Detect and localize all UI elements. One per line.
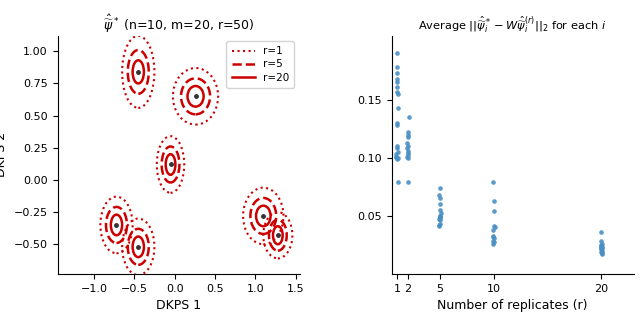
Point [488,241,499,246]
Point [402,140,412,145]
Point [403,134,413,140]
Point [488,224,499,229]
Point [392,146,402,151]
Point [595,247,605,252]
Point [392,80,402,85]
Point [489,235,499,241]
Y-axis label: DKPS 2: DKPS 2 [0,132,8,177]
Point [435,185,445,190]
Point [488,233,499,238]
Point [434,192,444,198]
Point [596,239,606,244]
Point [392,89,402,94]
Point [403,114,413,120]
Point [392,65,403,70]
Point [597,248,607,253]
Point [434,224,444,229]
Point [435,218,445,223]
Point [392,180,403,185]
Point [391,152,401,157]
Point [435,221,445,227]
Point [488,227,498,232]
Point [392,76,402,82]
Legend: r=1, r=5, r=20: r=1, r=5, r=20 [227,41,294,88]
Point [488,180,499,185]
Point [488,198,499,203]
Point [435,213,445,218]
Point [435,215,445,221]
Point [392,84,403,90]
Point [435,201,445,207]
Point [435,215,445,220]
Point [596,230,606,235]
Point [391,154,401,159]
Point [596,241,607,246]
Point [392,123,403,128]
Point [402,146,412,151]
Point [434,217,444,222]
Point [392,51,402,56]
Point [403,151,413,156]
Point [392,155,403,160]
Point [435,222,445,228]
Point [435,207,445,213]
Point [391,154,401,159]
Point [392,105,403,111]
Point [392,143,402,149]
Point [488,240,499,245]
Point [488,239,499,244]
Point [392,91,403,96]
Point [490,225,500,230]
Point [403,130,413,135]
Point [489,209,499,214]
Point [596,246,607,251]
Point [596,242,606,247]
Point [392,120,402,126]
Point [597,250,607,256]
Point [596,244,607,250]
Point [392,70,403,76]
Point [435,196,445,201]
Point [488,234,499,239]
Title: $\hat{\widetilde{\psi}}^*$ (n=10, m=20, r=50): $\hat{\widetilde{\psi}}^*$ (n=10, m=20, … [103,13,254,35]
Point [402,154,412,159]
Point [392,156,403,161]
Point [403,155,413,160]
X-axis label: DKPS 1: DKPS 1 [156,299,201,312]
Point [403,153,413,158]
Point [435,213,445,218]
Point [403,143,413,149]
X-axis label: Number of replicates (r): Number of replicates (r) [437,299,588,312]
Point [596,244,606,249]
Title: Average $||\hat{\widetilde{\psi}}_i^* - W\hat{\widetilde{\psi}}_i^{(r)}||_2$ for: Average $||\hat{\widetilde{\psi}}_i^* - … [419,15,607,35]
Point [392,149,403,155]
Point [436,211,446,216]
Point [596,251,607,257]
Point [403,180,413,185]
Point [595,246,605,251]
Point [596,244,606,250]
Point [596,249,606,254]
Point [403,148,413,154]
Point [403,132,413,137]
